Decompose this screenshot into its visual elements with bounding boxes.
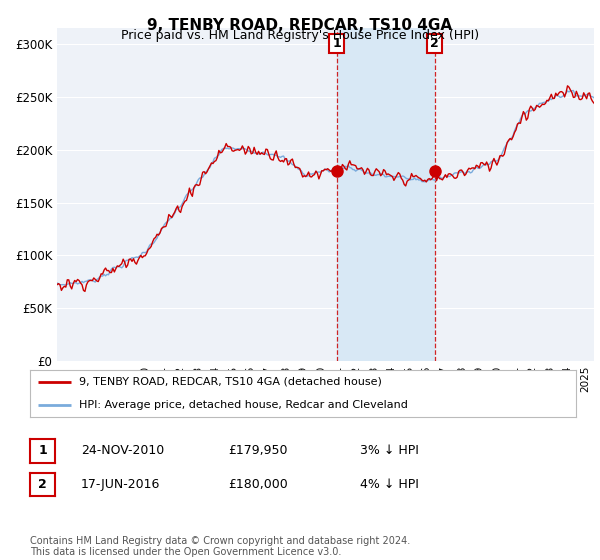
Text: 24-NOV-2010: 24-NOV-2010 (81, 444, 164, 458)
Text: 2: 2 (430, 38, 439, 50)
Text: 17-JUN-2016: 17-JUN-2016 (81, 478, 160, 491)
Text: 9, TENBY ROAD, REDCAR, TS10 4GA: 9, TENBY ROAD, REDCAR, TS10 4GA (148, 18, 452, 33)
Text: £180,000: £180,000 (228, 478, 288, 491)
Text: Contains HM Land Registry data © Crown copyright and database right 2024.
This d: Contains HM Land Registry data © Crown c… (30, 535, 410, 557)
Text: 1: 1 (332, 38, 341, 50)
Text: £179,950: £179,950 (228, 444, 287, 458)
Text: HPI: Average price, detached house, Redcar and Cleveland: HPI: Average price, detached house, Redc… (79, 400, 408, 410)
Bar (337, 28, 435, 361)
Text: 9, TENBY ROAD, REDCAR, TS10 4GA (detached house): 9, TENBY ROAD, REDCAR, TS10 4GA (detache… (79, 376, 382, 386)
Text: 4% ↓ HPI: 4% ↓ HPI (360, 478, 419, 491)
Text: 1: 1 (38, 444, 47, 458)
Text: 3% ↓ HPI: 3% ↓ HPI (360, 444, 419, 458)
Text: 2: 2 (38, 478, 47, 491)
Text: Price paid vs. HM Land Registry's House Price Index (HPI): Price paid vs. HM Land Registry's House … (121, 29, 479, 42)
